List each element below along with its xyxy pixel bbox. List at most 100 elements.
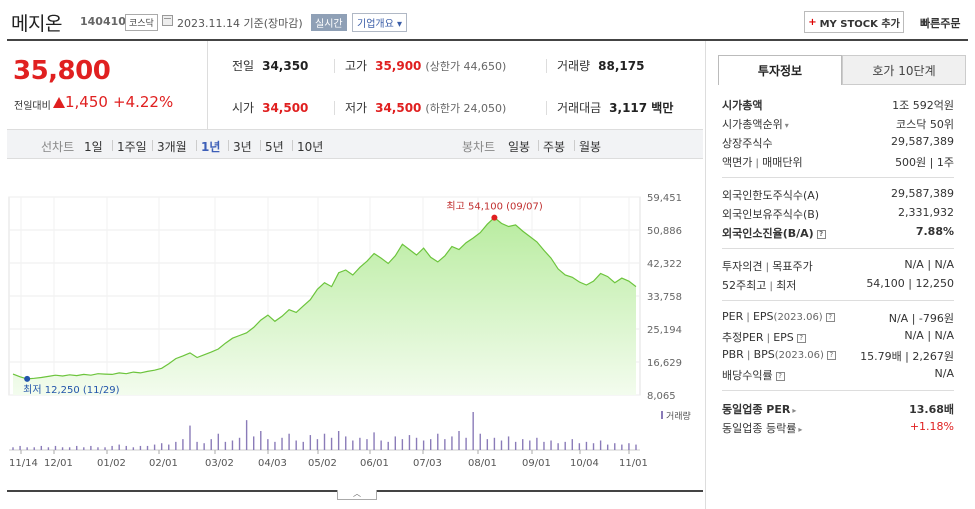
price-line <box>12 216 637 380</box>
chevron-up-icon: ︿ <box>353 489 361 498</box>
info-row[interactable]: 동일업종 PER ▸ 13.68배 <box>722 401 954 417</box>
info-key: 상장주식수 <box>722 137 773 150</box>
stat-amount: 거래대금 3,117 백만 <box>557 99 673 116</box>
info-key: 동일업종 등락률 ▸ <box>722 420 802 436</box>
period-2[interactable]: 3개월 <box>157 140 187 154</box>
y-tick-label: 16,629 <box>647 358 682 369</box>
info-value: 13.68배 <box>909 403 954 416</box>
stat-value: 34,500 <box>375 101 422 115</box>
stat-label: 저가 <box>345 101 368 115</box>
collapse-chart-button[interactable]: ︿ <box>337 490 377 500</box>
tab-orderbook[interactable]: 호가 10단계 <box>842 55 966 85</box>
market-badge: 코스닥 <box>125 14 158 31</box>
info-key: 액면가 | 매매단위 <box>722 154 803 170</box>
toolbar-divider <box>152 140 153 151</box>
stock-code: 140410 <box>80 15 126 28</box>
stat-label: 고가 <box>345 59 368 73</box>
stat-label: 전일 <box>232 59 255 73</box>
price-chart[interactable]: 59,451 50,886 42,322 33,758 25,194 16,629 8,06… <box>7 160 703 490</box>
info-row: PER | EPS(2023.06)? N/A | -796원 <box>722 310 954 326</box>
upper-limit: (상한가 44,650) <box>425 60 507 73</box>
period-5[interactable]: 5년 <box>265 140 284 154</box>
add-mystock-label: MY STOCK 추가 <box>819 18 900 30</box>
chevron-right-icon: ▸ <box>798 425 803 434</box>
info-key: 투자의견 | 목표주가 <box>722 258 813 274</box>
toolbar-divider <box>292 140 293 151</box>
up-arrow-icon <box>53 97 65 108</box>
period-0[interactable]: 1일 <box>84 140 103 154</box>
low-point <box>24 375 31 382</box>
period-6[interactable]: 10년 <box>297 140 324 154</box>
candle-0[interactable]: 일봉 <box>508 140 531 154</box>
help-icon[interactable]: ? <box>796 334 806 343</box>
per-label: PER <box>722 310 744 323</box>
info-key: 시가총액순위 ▾ <box>722 116 789 132</box>
help-icon[interactable]: ? <box>816 230 826 239</box>
sector-per-label: 동일업종 PER <box>722 403 791 416</box>
diff-label: 전일대비 <box>14 101 51 112</box>
stat-open: 시가 34,500 <box>232 99 308 116</box>
info-key: PBR | BPS(2023.06)? <box>722 348 836 361</box>
stat-value: 35,900 <box>375 59 422 73</box>
divider <box>546 101 547 115</box>
stock-name: 메지온 <box>11 13 62 35</box>
separator: | <box>762 262 773 273</box>
period-1[interactable]: 1주일 <box>117 140 147 154</box>
separator: | <box>766 281 777 292</box>
company-info-dropdown[interactable]: 기업개요 ▾ <box>352 13 408 32</box>
candle-1[interactable]: 주봉 <box>543 140 566 154</box>
period-3[interactable]: 1년 <box>201 140 221 154</box>
period-4[interactable]: 3년 <box>233 140 252 154</box>
info-row: 배당수익률? N/A <box>722 367 954 383</box>
est-eps-label: EPS <box>773 331 794 344</box>
add-mystock-button[interactable]: + MY STOCK 추가 <box>804 11 904 33</box>
y-tick-label: 42,322 <box>647 259 682 270</box>
price-block: 35,800 전일대비 1,450 +4.22% <box>7 41 208 129</box>
stat-label: 거래량 <box>557 59 591 73</box>
help-icon[interactable]: ? <box>775 372 785 381</box>
price-chart-svg: 59,451 50,886 42,322 33,758 25,194 16,629 8,06… <box>8 193 691 469</box>
stat-value: 34,500 <box>262 101 309 115</box>
info-key: 배당수익률? <box>722 367 785 383</box>
info-row: 외국인보유주식수(B) 2,331,932 <box>722 206 954 222</box>
candle-chart-label: 봉차트 <box>462 140 496 154</box>
info-row[interactable]: 동일업종 등락률 ▸ +1.18% <box>722 420 954 436</box>
stat-prev: 전일 34,350 <box>232 57 308 74</box>
current-price: 35,800 <box>13 56 111 86</box>
toolbar-divider <box>260 140 261 151</box>
x-tick-label: 10/04 <box>570 458 599 469</box>
quick-order-link[interactable]: 빠른주문 <box>920 17 961 30</box>
info-row: 액면가 | 매매단위 500원 | 1주 <box>722 154 954 170</box>
help-icon[interactable]: ? <box>825 313 835 322</box>
y-tick-label: 59,451 <box>647 193 682 204</box>
stat-value: 34,350 <box>262 59 309 73</box>
est-per-label: 추정PER <box>722 331 764 344</box>
info-row[interactable]: 시가총액순위 ▾ 코스닥 50위 <box>722 116 954 132</box>
info-value: N/A | -796원 <box>888 312 954 325</box>
divider <box>722 390 954 391</box>
x-tick-label: 11/01 <box>619 458 648 469</box>
dividend-label: 배당수익률 <box>722 369 773 382</box>
stat-low: 저가 34,500 (하한가 24,050) <box>345 99 506 116</box>
divider <box>722 300 954 301</box>
candle-2[interactable]: 월봉 <box>579 140 602 154</box>
per-year: (2023.06) <box>773 312 823 323</box>
info-value: 500원 | 1주 <box>895 156 954 169</box>
info-value: N/A <box>934 367 954 380</box>
chevron-right-icon: ▸ <box>792 406 797 415</box>
info-value: 54,100 | 12,250 <box>866 277 954 290</box>
realtime-button[interactable]: 실시간 <box>311 14 347 31</box>
info-row: 외국인소진율(B/A)? 7.88% <box>722 225 954 241</box>
info-row: 투자의견 | 목표주가 N/A | N/A <box>722 258 954 274</box>
calendar-icon <box>162 15 173 26</box>
help-icon[interactable]: ? <box>826 351 836 360</box>
info-value: +1.18% <box>909 420 954 433</box>
eps-label: EPS <box>752 310 774 323</box>
stat-high: 고가 35,900 (상한가 44,650) <box>345 57 506 74</box>
stat-label: 거래대금 <box>557 101 602 115</box>
company-info-label: 기업개요 <box>357 19 394 30</box>
tab-invest-info[interactable]: 투자정보 <box>718 55 842 85</box>
x-tick-label: 06/01 <box>360 458 389 469</box>
price-pct: +4.22% <box>113 93 174 111</box>
plus-icon: + <box>808 16 817 28</box>
